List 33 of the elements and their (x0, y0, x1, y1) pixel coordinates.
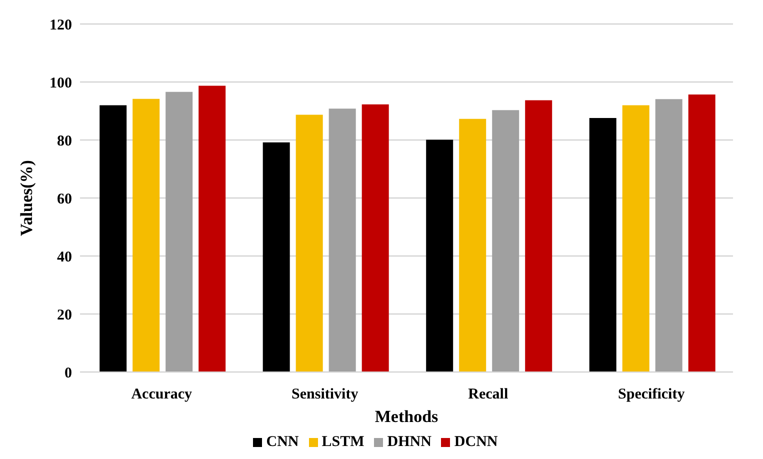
x-tick-label: Accuracy (131, 386, 193, 403)
x-tick-label: Specificity (618, 386, 686, 403)
legend-label: DHNN (387, 434, 432, 450)
bar (198, 86, 226, 372)
bar (100, 105, 127, 372)
bar (426, 140, 454, 372)
y-tick-label: 120 (50, 17, 72, 34)
y-tick-label: 20 (57, 307, 72, 324)
legend-label: DCNN (454, 434, 498, 450)
y-tick-label: 100 (50, 75, 72, 92)
legend-label: CNN (266, 434, 299, 450)
y-tick-label: 0 (64, 365, 72, 382)
bar (262, 142, 290, 372)
bar (459, 118, 486, 372)
y-tick-label: 40 (57, 249, 72, 266)
x-tick-label: Sensitivity (292, 386, 359, 403)
bar (622, 105, 650, 372)
bar (688, 94, 716, 372)
legend-label: LSTM (322, 434, 364, 450)
y-axis-title: Values(%) (17, 160, 36, 236)
bar (132, 98, 160, 372)
bar (525, 100, 552, 372)
y-tick-label: 80 (57, 133, 72, 150)
bar (166, 92, 193, 372)
x-tick-label: Recall (468, 386, 508, 403)
bar (296, 114, 323, 372)
x-axis-title: Methods (374, 407, 439, 426)
y-tick-label: 60 (57, 191, 72, 208)
bar (655, 99, 682, 372)
bar (328, 108, 356, 372)
bar (589, 118, 616, 372)
bar (492, 110, 520, 372)
bar (362, 104, 389, 372)
